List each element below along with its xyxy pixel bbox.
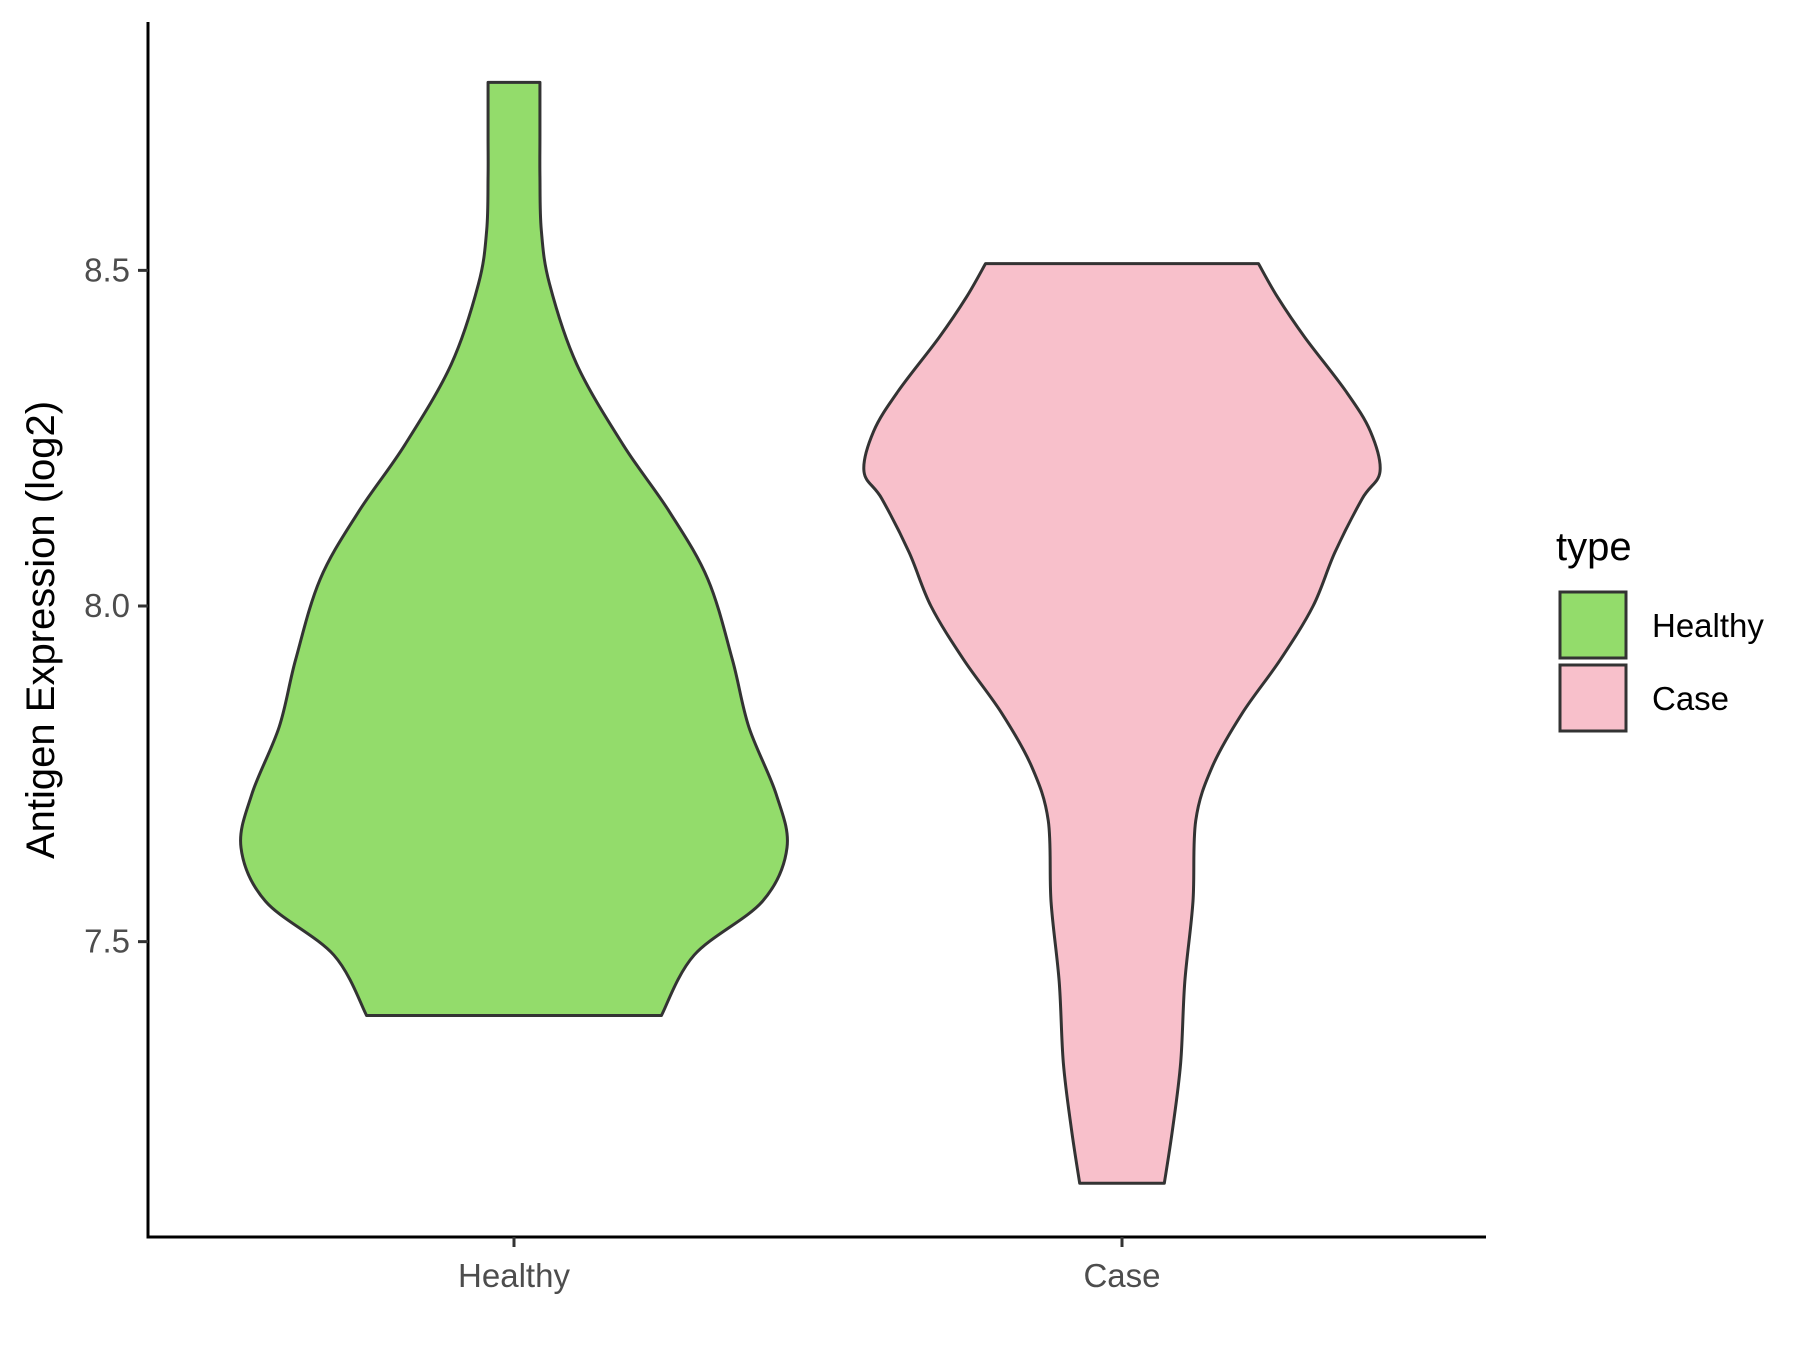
violin-case: [862, 262, 1382, 1185]
legend-label-healthy: Healthy: [1652, 607, 1764, 644]
y-tick-label: 7.5: [84, 923, 130, 960]
y-tick-label: 8.0: [84, 587, 130, 624]
legend-title: type: [1556, 525, 1632, 569]
violin-healthy: [239, 80, 789, 1017]
legend: Healthy Case: [1558, 590, 1764, 733]
legend-key-healthy: [1558, 590, 1628, 660]
legend-label-case: Case: [1652, 680, 1729, 717]
legend-key-case: [1558, 663, 1628, 733]
x-axis-ticks: Healthy Case: [458, 1237, 1161, 1294]
y-axis-title: Antigen Expression (log2): [19, 401, 63, 859]
x-tick-label: Case: [1083, 1257, 1160, 1294]
x-tick-label: Healthy: [458, 1257, 570, 1294]
y-tick-label: 8.5: [84, 251, 130, 288]
y-axis-ticks: 7.5 8.0 8.5: [84, 251, 148, 960]
violins-group: [239, 80, 1382, 1185]
